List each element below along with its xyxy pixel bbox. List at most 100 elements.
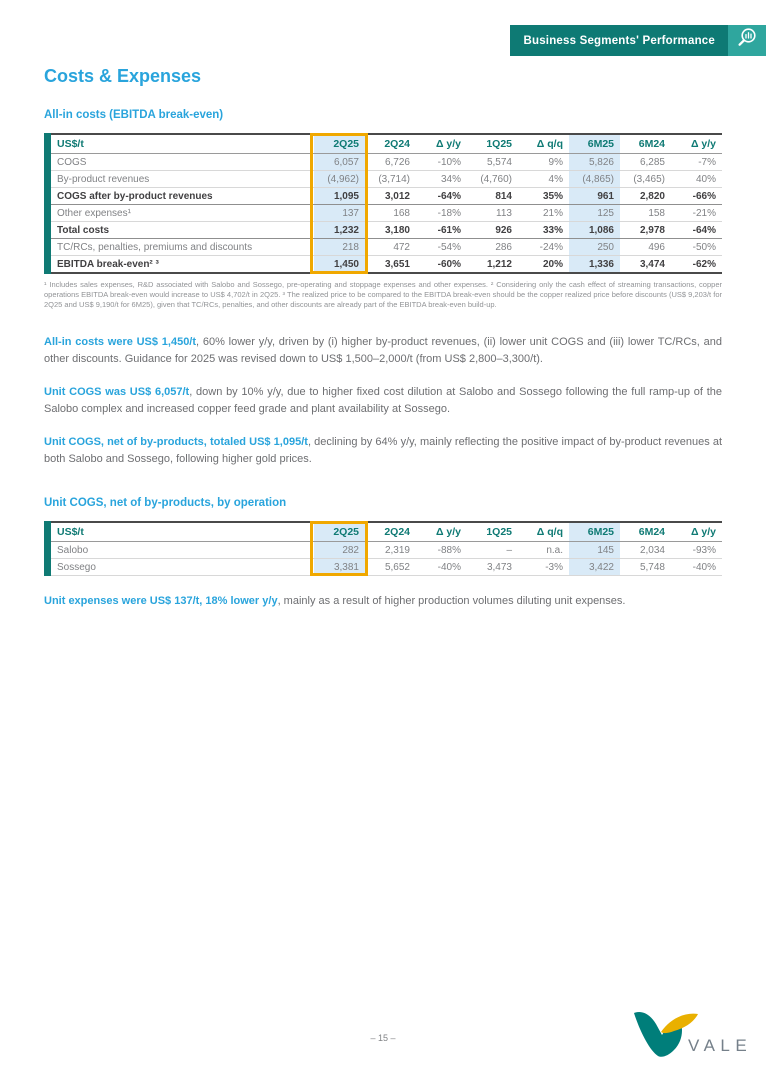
- paragraph-body: , declining by 64% y/y, mainly reflectin…: [44, 436, 722, 465]
- column-header: 1Q25: [467, 521, 518, 542]
- table-cell: 6,057: [314, 153, 365, 171]
- table-cell: 4%: [518, 170, 569, 188]
- table-cell: 1,450: [314, 255, 365, 274]
- table-cell: 218: [314, 238, 365, 256]
- table-cell: 6,285: [620, 153, 671, 171]
- table-cell: -64%: [671, 221, 722, 239]
- paragraph-lead: Unit COGS was US$ 6,057/t: [44, 386, 190, 398]
- column-header: 2Q24: [365, 521, 416, 542]
- column-header: US$/t: [44, 521, 314, 542]
- table-cell: 282: [314, 541, 365, 559]
- column-header: 2Q25: [314, 521, 365, 542]
- table-cell: 3,012: [365, 187, 416, 205]
- row-label: Salobo: [44, 541, 314, 559]
- table-cell: 113: [467, 204, 518, 222]
- table-cell: 168: [365, 204, 416, 222]
- column-header: Δ y/y: [416, 521, 467, 542]
- table-cell: 1,212: [467, 255, 518, 274]
- by-operation-table: US$/t 2Q25 2Q24 Δ y/y 1Q25 Δ q/q 6M25 6M24 Δ y/y…: [44, 521, 722, 576]
- table-accent-bar: [44, 521, 51, 576]
- section1-heading: All-in costs (EBITDA break-even): [44, 109, 224, 121]
- allin-costs-table-wrap: US$/t 2Q25 2Q24 Δ y/y 1Q25 Δ q/q 6M25 6M24 Δ y/y…: [44, 133, 722, 274]
- table-cell: 137: [314, 204, 365, 222]
- table-cell: 2,034: [620, 541, 671, 559]
- table-cell: 2,978: [620, 221, 671, 239]
- table-cell: 2,319: [365, 541, 416, 559]
- vale-logo-wordmark: VALE: [688, 1036, 752, 1055]
- table-cell: 3,381: [314, 558, 365, 576]
- column-header: Δ y/y: [671, 521, 722, 542]
- table-cell: -18%: [416, 204, 467, 222]
- table-cell: –: [467, 541, 518, 559]
- table-cell: -54%: [416, 238, 467, 256]
- table-header-row: US$/t 2Q25 2Q24 Δ y/y 1Q25 Δ q/q 6M25 6M24 Δ y/y: [44, 133, 722, 154]
- column-header: Δ y/y: [671, 133, 722, 154]
- table-cell: 1,336: [569, 255, 620, 274]
- page-title: Costs & Expenses: [44, 66, 202, 86]
- table-cell: 5,652: [365, 558, 416, 576]
- table-cell: -40%: [416, 558, 467, 576]
- magnifier-chart-icon: [735, 26, 759, 55]
- table-row: TC/RCs, penalties, premiums and discount…: [44, 238, 722, 256]
- table-header-row: US$/t 2Q25 2Q24 Δ y/y 1Q25 Δ q/q 6M25 6M24 Δ y/y: [44, 521, 722, 542]
- table-row: Salobo 282 2,319 -88% – n.a. 145 2,034 -93%: [44, 541, 722, 559]
- column-header: 2Q24: [365, 133, 416, 154]
- row-label: EBITDA break-even² ³: [44, 255, 314, 274]
- banner-icon-box: [728, 25, 766, 56]
- table-cell: 6,726: [365, 153, 416, 171]
- table-cell: 35%: [518, 187, 569, 205]
- column-header: Δ y/y: [416, 133, 467, 154]
- paragraph-all-in-costs: All-in costs were US$ 1,450/t, 60% lower…: [44, 334, 722, 367]
- table-cell: 814: [467, 187, 518, 205]
- section-banner: Business Segments' Performance: [510, 25, 766, 56]
- paragraph-body: , 60% lower y/y, driven by (i) higher by…: [44, 336, 722, 365]
- column-header: 2Q25: [314, 133, 365, 154]
- table-cell: -64%: [416, 187, 467, 205]
- table-cell: 20%: [518, 255, 569, 274]
- table-cell: 1,086: [569, 221, 620, 239]
- table-cell: (4,760): [467, 170, 518, 188]
- page-content: Costs & Expenses All-in costs (EBITDA br…: [44, 66, 723, 607]
- banner-label: Business Segments' Performance: [510, 25, 728, 56]
- table-cell: (3,714): [365, 170, 416, 188]
- table-row: Sossego 3,381 5,652 -40% 3,473 -3% 3,422 5,748-…: [44, 558, 722, 576]
- table-cell: 40%: [671, 170, 722, 188]
- table-cell: -10%: [416, 153, 467, 171]
- table-cell: -93%: [671, 541, 722, 559]
- table-cell: 3,651: [365, 255, 416, 274]
- table-cell: (4,865): [569, 170, 620, 188]
- vale-logo-green-swoosh: [634, 1012, 682, 1057]
- paragraph-unit-cogs-net: Unit COGS, net of by-products, totaled U…: [44, 434, 722, 467]
- paragraph-body: , mainly as a result of higher productio…: [277, 595, 626, 607]
- table-cell: 33%: [518, 221, 569, 239]
- table-cell: -61%: [416, 221, 467, 239]
- table-cell: 125: [569, 204, 620, 222]
- row-label: Total costs: [44, 221, 314, 239]
- table-cell: 5,748: [620, 558, 671, 576]
- table-cell: -66%: [671, 187, 722, 205]
- table-row: EBITDA break-even² ³ 1,450 3,651 -60% 1,212 2…: [44, 255, 722, 274]
- table-cell: -40%: [671, 558, 722, 576]
- table-cell: 3,474: [620, 255, 671, 274]
- table-cell: 5,574: [467, 153, 518, 171]
- column-header: 6M25: [569, 521, 620, 542]
- table-cell: -24%: [518, 238, 569, 256]
- column-header: 6M24: [620, 521, 671, 542]
- table-cell: -50%: [671, 238, 722, 256]
- column-header: Δ q/q: [518, 133, 569, 154]
- paragraph-body: , down by 10% y/y, due to higher fixed c…: [44, 386, 723, 415]
- table-cell: 5,826: [569, 153, 620, 171]
- vale-logo: VALE: [632, 1010, 754, 1065]
- table-cell: 926: [467, 221, 518, 239]
- column-header: US$/t: [44, 133, 314, 154]
- column-header: 6M24: [620, 133, 671, 154]
- column-header: 1Q25: [467, 133, 518, 154]
- table-cell: (4,962): [314, 170, 365, 188]
- table-cell: 3,422: [569, 558, 620, 576]
- table-footnote: ¹ Includes sales expenses, R&D associate…: [44, 280, 722, 309]
- table-cell: 21%: [518, 204, 569, 222]
- table-cell: -88%: [416, 541, 467, 559]
- paragraph-lead: All-in costs were US$ 1,450/t: [44, 336, 197, 348]
- row-label: COGS: [44, 153, 314, 171]
